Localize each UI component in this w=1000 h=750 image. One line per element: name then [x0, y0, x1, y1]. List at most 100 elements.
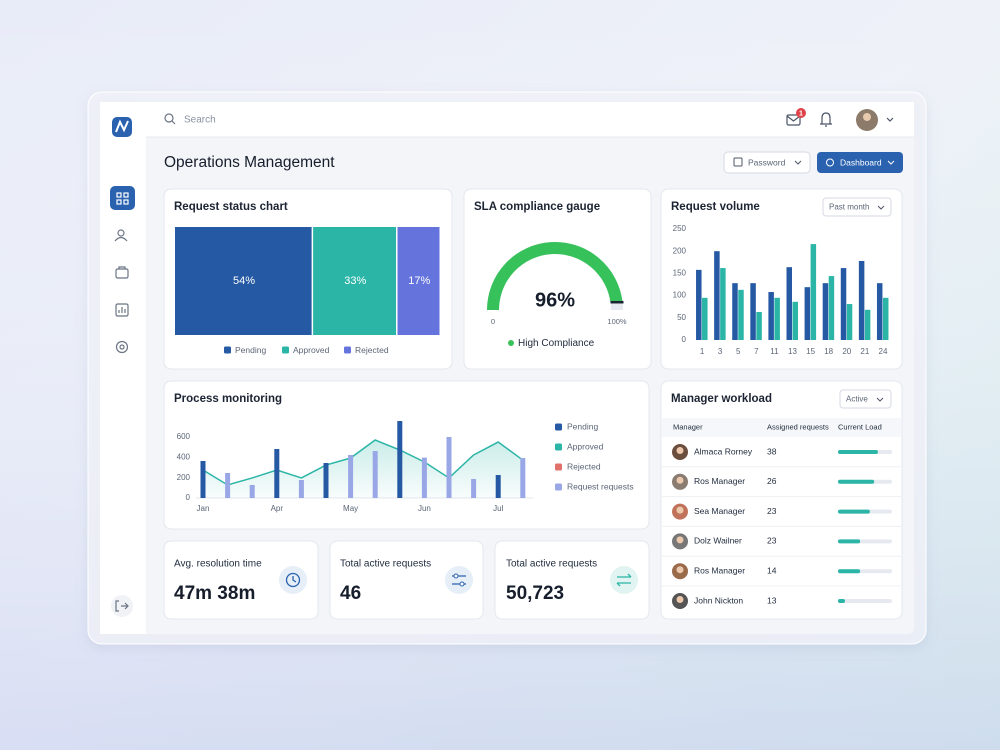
x-tick-label: May — [343, 504, 358, 513]
mail-icon[interactable] — [786, 114, 801, 126]
dashboard-button-chevron — [887, 160, 895, 165]
column-header: Current Load — [838, 422, 882, 431]
legend-swatch — [282, 346, 289, 354]
x-tick-label: Jan — [197, 504, 210, 513]
bar — [495, 475, 501, 498]
gauge-tick-label: 100% — [607, 317, 627, 326]
bar — [786, 267, 792, 340]
password-button-chevron — [794, 160, 802, 165]
nav-dashboard[interactable] — [110, 186, 135, 210]
x-tick-label: 5 — [736, 347, 741, 356]
manager-name: Dolz Wailner — [694, 536, 742, 546]
clock-hands — [292, 576, 297, 583]
manager-avatar-face — [676, 566, 684, 574]
nav-dashboard-icon — [116, 192, 129, 205]
kpi-label: Total active requests — [506, 559, 597, 570]
nav-reports[interactable] — [115, 303, 129, 317]
bell-icon[interactable] — [820, 112, 832, 127]
dashboard-button[interactable] — [817, 152, 903, 173]
assigned-count: 13 — [767, 595, 777, 605]
y-tick-label: 200 — [177, 473, 191, 482]
bar — [397, 421, 403, 498]
user-menu-chevron[interactable] — [886, 117, 894, 122]
load-bar — [838, 479, 875, 484]
y-tick-label: 250 — [673, 224, 687, 233]
manager-name: Almaca Rorney — [694, 446, 753, 456]
x-tick-label: 15 — [806, 347, 815, 356]
period-filter-chevron — [877, 205, 885, 210]
nav-briefcase[interactable] — [115, 266, 129, 279]
nav-settings[interactable] — [115, 340, 129, 354]
segment-label: 17% — [408, 275, 430, 287]
bar — [732, 283, 738, 340]
bar — [720, 268, 726, 340]
manager-avatar-face — [676, 596, 684, 603]
search-icon-handle — [171, 120, 176, 125]
gauge-status: High Compliance — [518, 338, 595, 349]
bar — [846, 304, 853, 340]
bar — [804, 287, 811, 340]
column-header: Assigned requests — [767, 422, 829, 431]
x-tick-label: Apr — [271, 504, 284, 513]
load-bar — [838, 450, 878, 454]
bar — [446, 436, 452, 498]
bar — [421, 457, 427, 498]
y-tick-label: 0 — [186, 493, 191, 502]
bar — [274, 448, 280, 498]
manager-avatar-face — [676, 536, 684, 544]
card-title: SLA compliance gauge — [474, 201, 600, 213]
nav-users[interactable] — [114, 229, 128, 242]
bar — [750, 283, 756, 340]
kpi-value: 47m 38m — [174, 583, 255, 604]
sla-card — [463, 188, 652, 370]
bar — [372, 451, 378, 498]
bar — [323, 463, 329, 498]
y-tick-label: 600 — [177, 432, 191, 441]
bar — [348, 454, 354, 498]
x-tick-label: 18 — [824, 347, 833, 356]
bar — [471, 478, 477, 498]
card-title: Request status chart — [174, 201, 288, 213]
bar — [756, 312, 762, 340]
bar — [714, 251, 720, 340]
status-filter-chevron — [876, 397, 884, 402]
manager-name: Ros Manager — [694, 565, 745, 575]
legend-label: Rejected — [355, 345, 389, 355]
password-button[interactable] — [723, 151, 811, 174]
bar — [792, 301, 798, 340]
kpi-card — [494, 540, 650, 620]
assigned-count: 26 — [767, 476, 777, 486]
slider-knob — [453, 573, 459, 579]
legend-swatch — [224, 346, 231, 354]
status-dot — [508, 340, 514, 346]
share-segment — [313, 227, 397, 335]
logout-icon — [115, 600, 129, 612]
mail-icon-flap — [786, 115, 801, 122]
x-tick-label: Jul — [493, 504, 503, 513]
assigned-count: 23 — [767, 506, 777, 516]
x-tick-label: 1 — [700, 347, 705, 356]
clock-icon — [285, 572, 301, 588]
manager-avatar-face — [676, 447, 684, 454]
bar — [822, 283, 829, 340]
bar — [200, 460, 206, 498]
status-filter[interactable] — [839, 389, 892, 409]
manager-name: Ros Manager — [694, 476, 745, 486]
legend-swatch — [555, 483, 562, 491]
y-tick-label: 0 — [682, 335, 687, 344]
logo-mark — [115, 119, 129, 133]
manager-name: Sea Manager — [694, 506, 745, 516]
search-input[interactable]: Search — [184, 115, 216, 126]
segment-label: 54% — [233, 275, 255, 287]
share-segment — [175, 227, 312, 335]
column-header: Manager — [673, 422, 703, 431]
load-bar — [838, 509, 870, 514]
legend-label: Approved — [293, 345, 330, 355]
kpi-card — [329, 540, 484, 620]
load-bar — [838, 599, 846, 603]
y-tick-label: 400 — [177, 452, 191, 461]
line-area — [203, 440, 523, 498]
load-track — [838, 599, 892, 603]
period-filter[interactable] — [822, 197, 892, 217]
legend-swatch — [555, 443, 562, 451]
